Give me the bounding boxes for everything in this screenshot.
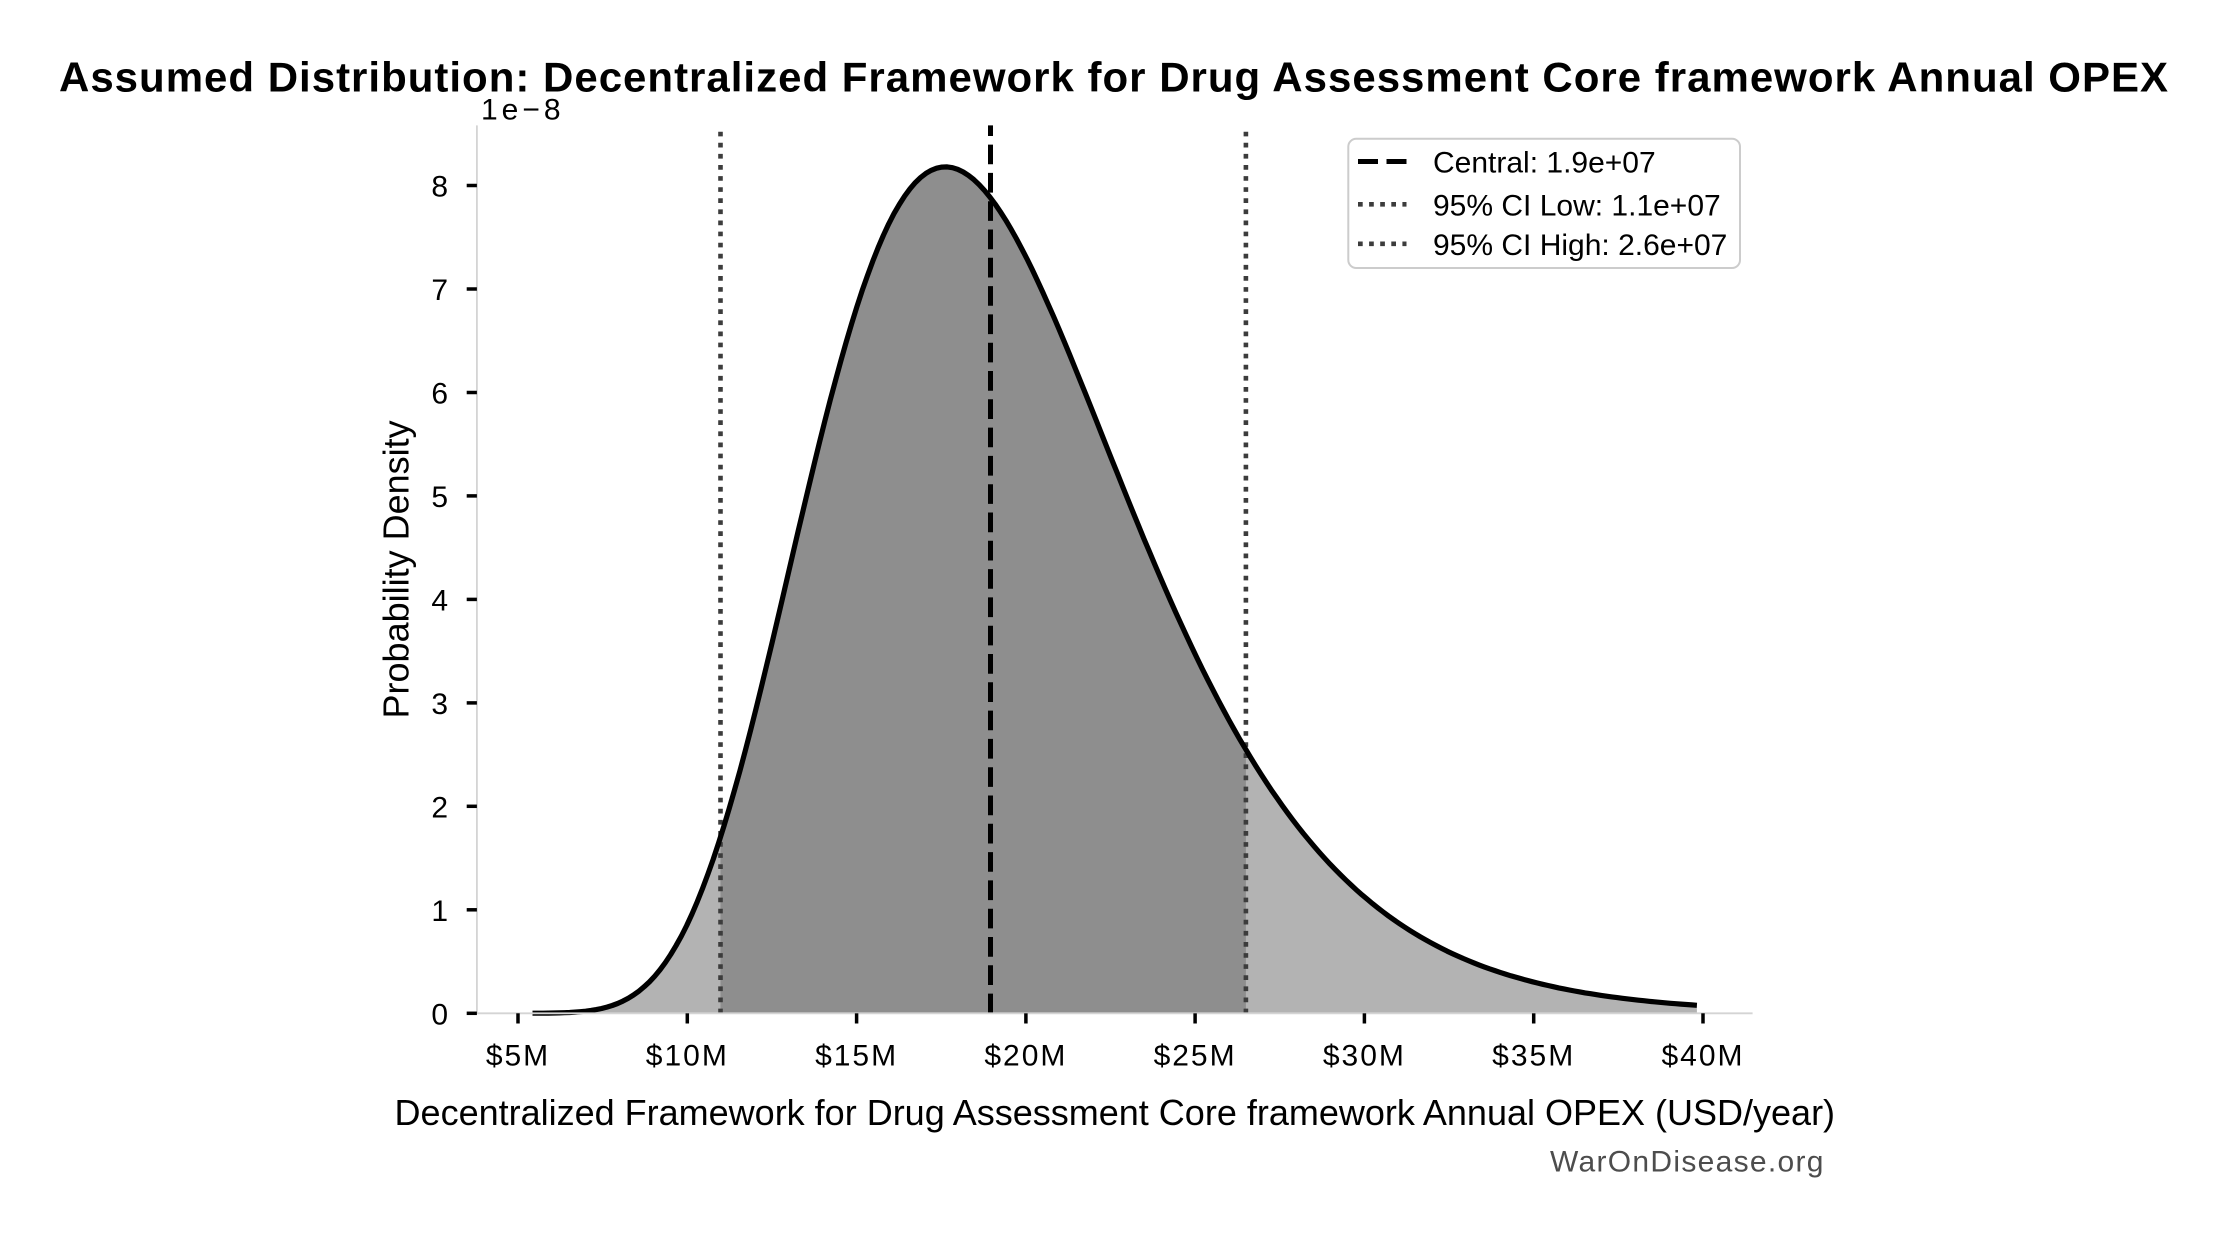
- svg-text:6: 6: [431, 378, 448, 411]
- svg-text:Probability Density: Probability Density: [376, 420, 417, 718]
- svg-text:$15M: $15M: [815, 1040, 898, 1073]
- svg-text:1: 1: [431, 895, 448, 928]
- svg-text:8: 8: [431, 171, 448, 204]
- svg-text:$30M: $30M: [1323, 1040, 1406, 1073]
- svg-text:95% CI Low: 1.1e+07: 95% CI Low: 1.1e+07: [1433, 189, 1721, 222]
- svg-text:$35M: $35M: [1492, 1040, 1575, 1073]
- svg-text:$10M: $10M: [646, 1040, 729, 1073]
- svg-text:$20M: $20M: [984, 1040, 1067, 1073]
- svg-text:$40M: $40M: [1661, 1040, 1744, 1073]
- svg-text:95% CI High: 2.6e+07: 95% CI High: 2.6e+07: [1433, 229, 1727, 262]
- svg-text:WarOnDisease.org: WarOnDisease.org: [1550, 1146, 1825, 1179]
- svg-text:5: 5: [431, 481, 448, 514]
- svg-text:3: 3: [431, 688, 448, 721]
- svg-text:Assumed Distribution: Decentra: Assumed Distribution: Decentralized Fram…: [59, 54, 2169, 101]
- svg-text:Decentralized Framework for Dr: Decentralized Framework for Drug Assessm…: [395, 1092, 1836, 1133]
- svg-text:4: 4: [431, 584, 448, 617]
- svg-text:$25M: $25M: [1154, 1040, 1237, 1073]
- svg-text:2: 2: [431, 791, 448, 824]
- svg-text:Central: 1.9e+07: Central: 1.9e+07: [1433, 147, 1656, 180]
- svg-text:1e−8: 1e−8: [481, 93, 565, 126]
- svg-text:$5M: $5M: [486, 1040, 550, 1073]
- svg-text:7: 7: [431, 274, 448, 307]
- svg-text:0: 0: [431, 998, 448, 1031]
